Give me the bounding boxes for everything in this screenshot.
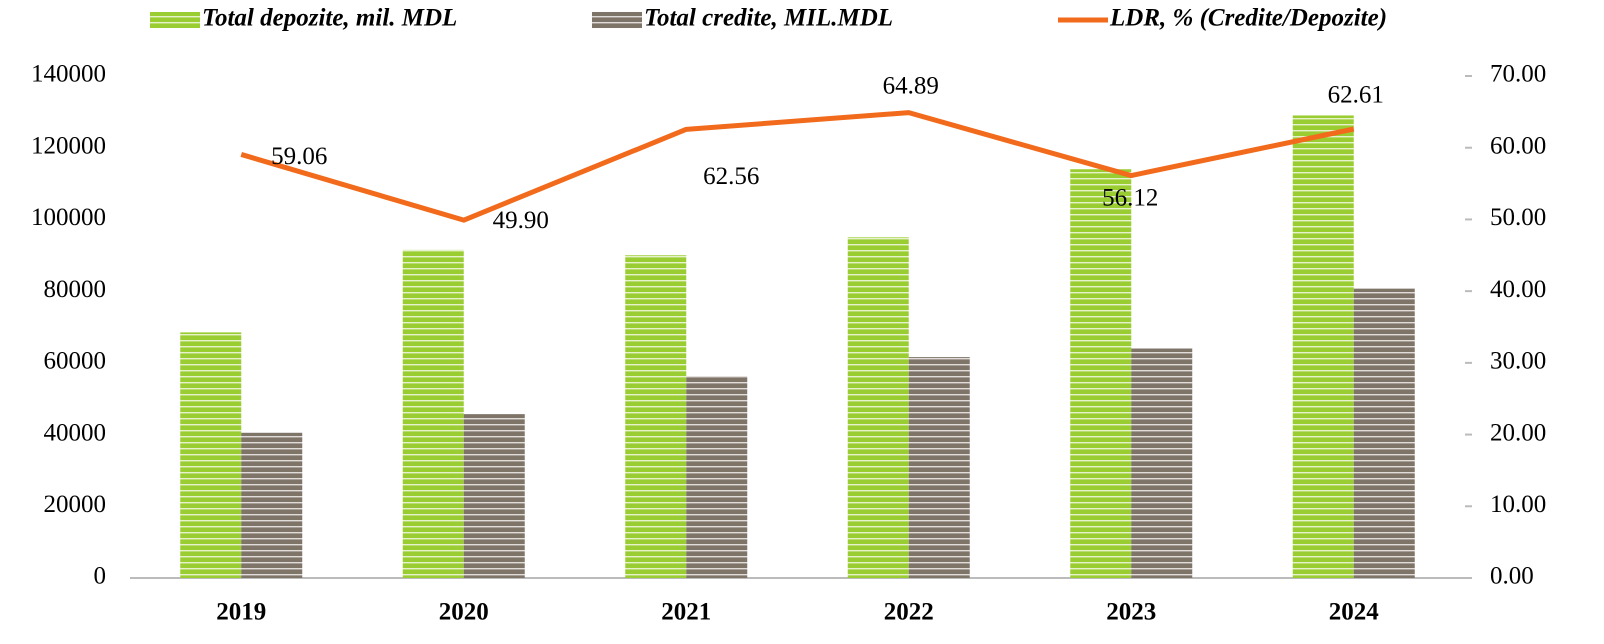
bar bbox=[1292, 115, 1354, 578]
data-label: 56.12 bbox=[1102, 184, 1158, 211]
bar bbox=[180, 332, 242, 578]
y-tick-label: 60000 bbox=[44, 348, 107, 375]
legend-label: LDR, % (Credite/Depozite) bbox=[1109, 5, 1387, 32]
x-tick-label: 2022 bbox=[884, 599, 934, 626]
data-label: 62.61 bbox=[1328, 82, 1384, 109]
x-tick-label: 2021 bbox=[661, 599, 711, 626]
data-label: 64.89 bbox=[883, 72, 939, 99]
bar bbox=[686, 376, 748, 578]
y2-tick-label: 0.00 bbox=[1490, 563, 1534, 590]
y-tick-label: 100000 bbox=[31, 204, 106, 231]
y2-tick-label: 50.00 bbox=[1490, 204, 1546, 231]
y-tick-label: 20000 bbox=[44, 491, 107, 518]
y2-tick-label: 10.00 bbox=[1490, 491, 1546, 518]
y-tick-label: 0 bbox=[94, 563, 107, 590]
y2-tick-label: 20.00 bbox=[1490, 419, 1546, 446]
legend-label: Total credite, MIL.MDL bbox=[644, 5, 893, 32]
bar bbox=[463, 414, 525, 578]
y-tick-label: 140000 bbox=[31, 61, 106, 88]
bar bbox=[402, 249, 464, 578]
y-tick-label: 40000 bbox=[44, 419, 107, 446]
x-tick-label: 2024 bbox=[1329, 599, 1380, 626]
line bbox=[240, 110, 1355, 223]
bar bbox=[1353, 288, 1415, 578]
bar bbox=[847, 237, 909, 578]
y2-tick-label: 30.00 bbox=[1490, 348, 1546, 375]
bar bbox=[908, 357, 970, 578]
y2-tick-label: 60.00 bbox=[1490, 132, 1546, 159]
y2-tick-label: 40.00 bbox=[1490, 276, 1546, 303]
data-label: 62.56 bbox=[703, 163, 759, 190]
bar bbox=[241, 432, 303, 578]
data-label: 59.06 bbox=[271, 143, 327, 170]
y-tick-label: 120000 bbox=[31, 132, 106, 159]
legend-swatch bbox=[592, 12, 642, 28]
y-tick-label: 80000 bbox=[44, 276, 107, 303]
bar bbox=[1070, 169, 1132, 578]
legend-label: Total depozite, mil. MDL bbox=[202, 5, 457, 32]
bar bbox=[625, 255, 687, 579]
bar bbox=[1131, 348, 1193, 578]
y2-tick-label: 70.00 bbox=[1490, 61, 1546, 88]
legend-swatch bbox=[150, 12, 200, 28]
data-label: 49.90 bbox=[493, 207, 549, 234]
x-tick-label: 2019 bbox=[216, 599, 266, 626]
x-tick-label: 2020 bbox=[439, 599, 489, 626]
x-tick-label: 2023 bbox=[1106, 599, 1156, 626]
